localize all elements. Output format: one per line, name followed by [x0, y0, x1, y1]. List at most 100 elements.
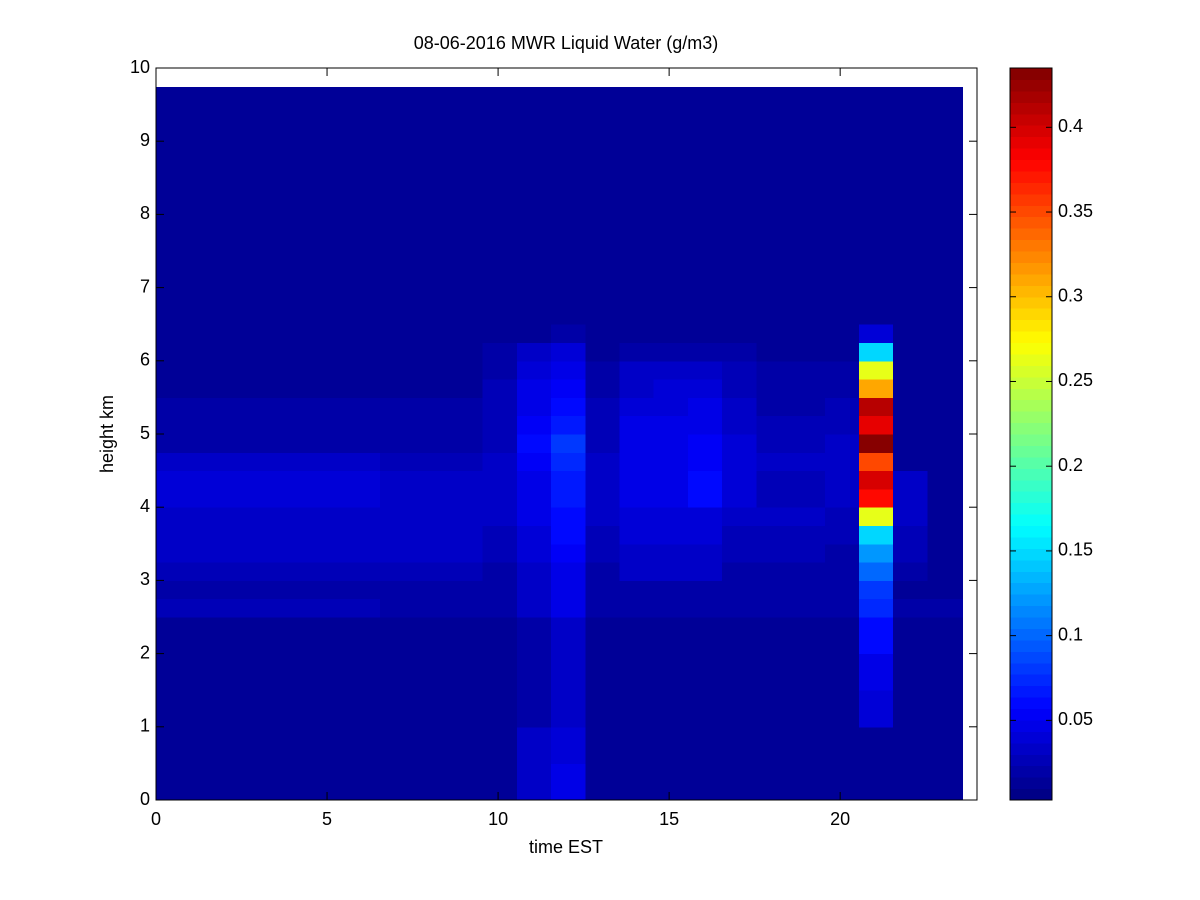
cell — [277, 470, 313, 490]
cell — [551, 434, 586, 453]
cell — [858, 324, 894, 343]
cell — [551, 781, 586, 801]
cell — [243, 671, 278, 691]
cell — [687, 470, 723, 490]
colorbar-tick-label: 0.05 — [1058, 709, 1093, 729]
colorbar-step — [1010, 365, 1052, 378]
cell — [790, 342, 826, 362]
cell — [619, 342, 655, 362]
cell — [448, 360, 484, 380]
cell — [156, 397, 176, 417]
cell — [687, 507, 723, 526]
cell — [380, 580, 415, 600]
cell — [756, 360, 792, 380]
cell — [756, 671, 792, 691]
colorbar-step — [1010, 216, 1052, 229]
cell — [756, 598, 792, 618]
cell — [311, 690, 347, 709]
cell — [893, 598, 928, 618]
cell — [482, 342, 518, 362]
cell — [243, 726, 278, 746]
cell — [756, 324, 792, 343]
cell — [156, 488, 176, 508]
cell — [277, 360, 313, 380]
cell — [551, 342, 586, 362]
cell — [156, 87, 176, 325]
cell — [380, 562, 415, 581]
cell — [448, 562, 484, 581]
cell — [174, 690, 210, 709]
cell — [209, 434, 244, 453]
cell — [824, 379, 860, 398]
cell — [516, 87, 552, 325]
cell — [619, 617, 655, 636]
cell — [790, 415, 826, 435]
cell — [243, 690, 278, 709]
cell — [756, 434, 792, 453]
cell — [790, 580, 826, 600]
cell — [209, 324, 244, 343]
cell — [277, 635, 313, 655]
cell — [858, 415, 894, 435]
cell — [243, 415, 278, 435]
cell — [174, 671, 210, 691]
cell — [619, 397, 655, 417]
cell — [585, 452, 621, 472]
cell — [790, 562, 826, 581]
cell — [277, 562, 313, 581]
cell — [585, 781, 621, 801]
cell — [174, 434, 210, 453]
cell — [516, 781, 552, 801]
cell — [516, 617, 552, 636]
cell — [345, 434, 381, 453]
cell — [156, 562, 176, 581]
cell — [209, 617, 244, 636]
cell — [482, 452, 518, 472]
cell — [156, 379, 176, 398]
cell — [927, 726, 963, 746]
cell — [790, 763, 826, 783]
cell — [858, 745, 894, 764]
cell — [619, 726, 655, 746]
cell — [277, 543, 313, 563]
cell — [585, 415, 621, 435]
cell — [790, 507, 826, 526]
cell — [858, 598, 894, 618]
cell — [858, 488, 894, 508]
cell — [311, 671, 347, 691]
colorbar-step — [1010, 708, 1052, 721]
cell — [927, 434, 963, 453]
cell — [448, 543, 484, 563]
cell — [619, 690, 655, 709]
cell — [687, 690, 723, 709]
cell — [243, 580, 278, 600]
cell — [209, 708, 244, 728]
cell — [927, 452, 963, 472]
cell — [414, 745, 449, 764]
cell — [722, 434, 757, 453]
cell — [687, 726, 723, 746]
cell — [448, 470, 484, 490]
cell — [209, 452, 244, 472]
cell — [893, 763, 928, 783]
cell — [156, 434, 176, 453]
cell — [653, 562, 689, 581]
cell — [824, 617, 860, 636]
y-tick-label: 1 — [140, 716, 150, 736]
cell — [551, 360, 586, 380]
cell — [653, 745, 689, 764]
cell — [414, 470, 449, 490]
cell — [756, 708, 792, 728]
cell — [516, 726, 552, 746]
cell — [482, 781, 518, 801]
cell — [551, 671, 586, 691]
cell — [243, 397, 278, 417]
cell — [824, 397, 860, 417]
cell — [448, 87, 484, 325]
colorbar-step — [1010, 170, 1052, 183]
cell — [653, 360, 689, 380]
cell — [824, 635, 860, 655]
cell — [414, 488, 449, 508]
cell — [156, 342, 176, 362]
cell — [722, 379, 757, 398]
